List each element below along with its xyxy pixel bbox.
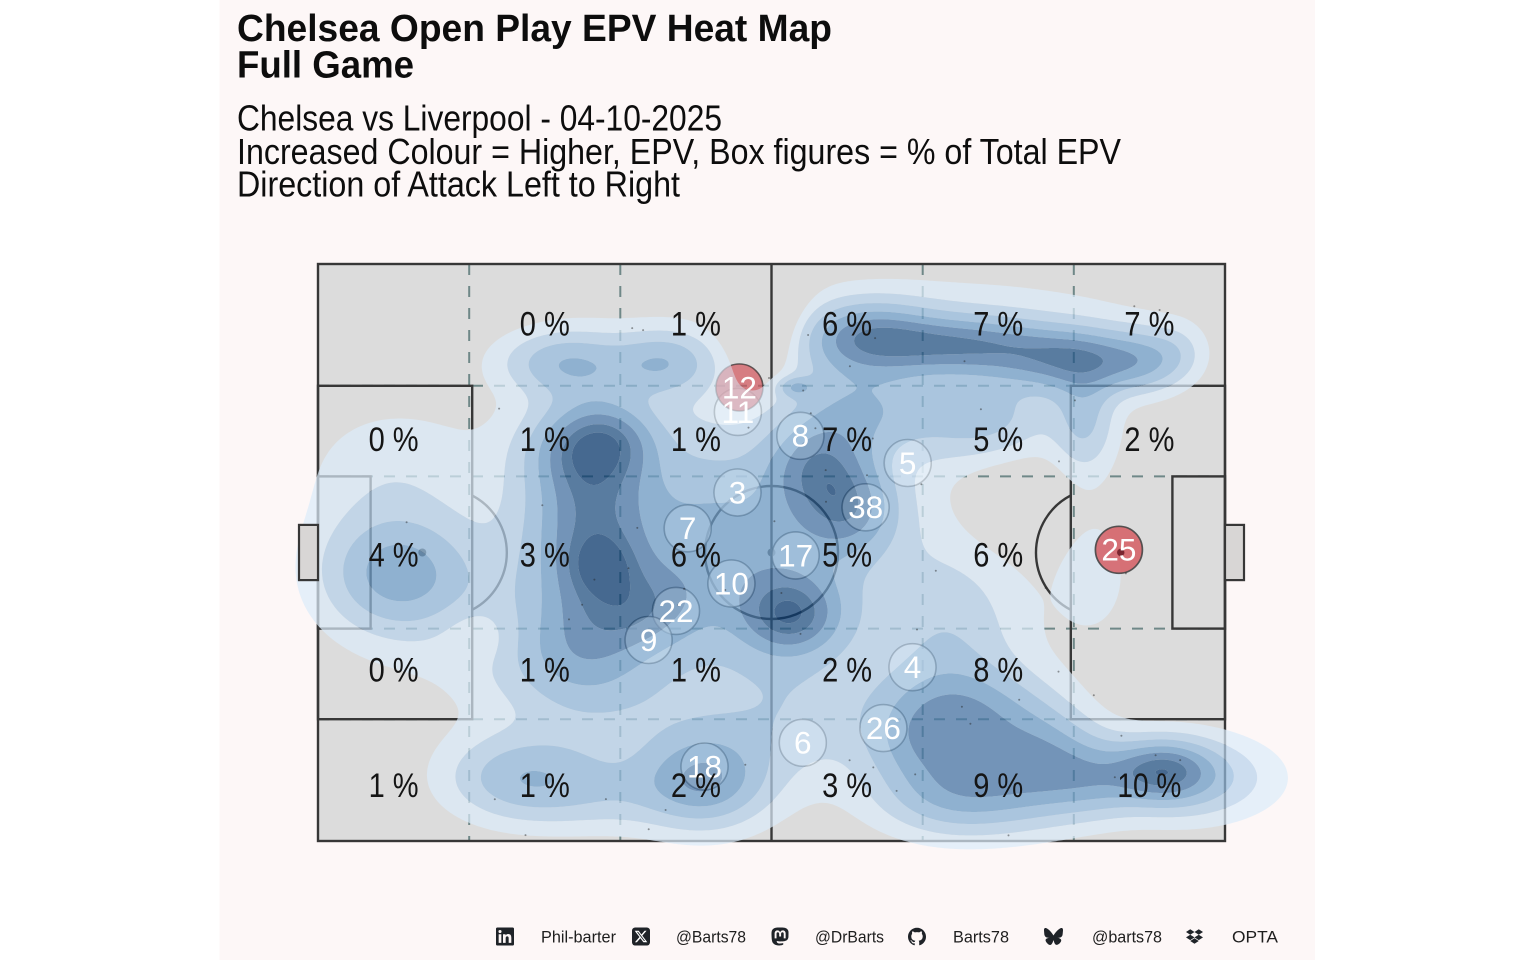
svg-text:9 %: 9 % — [973, 767, 1023, 805]
svg-text:3 %: 3 % — [520, 536, 570, 574]
svg-text:3 %: 3 % — [822, 767, 872, 805]
svg-text:2 %: 2 % — [1124, 421, 1174, 459]
svg-text:18: 18 — [687, 748, 722, 784]
svg-text:26: 26 — [866, 710, 901, 746]
svg-text:1 %: 1 % — [671, 421, 721, 459]
svg-text:2 %: 2 % — [671, 767, 721, 805]
svg-text:9: 9 — [640, 622, 658, 658]
svg-text:25: 25 — [1101, 532, 1136, 568]
svg-text:6 %: 6 % — [671, 536, 721, 574]
svg-text:0 %: 0 % — [369, 652, 419, 690]
svg-text:@DrBarts: @DrBarts — [815, 928, 884, 946]
svg-text:6 %: 6 % — [822, 306, 872, 344]
svg-text:10: 10 — [714, 565, 749, 601]
svg-text:6 %: 6 % — [973, 536, 1023, 574]
svg-text:Chelsea Open Play EPV Heat Map: Chelsea Open Play EPV Heat Map — [237, 8, 832, 50]
svg-text:6: 6 — [794, 725, 812, 761]
svg-text:4: 4 — [904, 649, 922, 685]
svg-text:4 %: 4 % — [369, 536, 419, 574]
svg-text:0 %: 0 % — [520, 306, 570, 344]
svg-text:7: 7 — [679, 510, 697, 546]
svg-text:1 %: 1 % — [671, 306, 721, 344]
svg-text:8 %: 8 % — [973, 652, 1023, 690]
svg-text:7 %: 7 % — [1124, 306, 1174, 344]
svg-text:Phil-barter: Phil-barter — [541, 928, 616, 946]
svg-text:Increased Colour = Higher, EPV: Increased Colour = Higher, EPV, Box figu… — [237, 131, 1122, 172]
svg-text:12: 12 — [722, 369, 757, 405]
svg-text:2 %: 2 % — [822, 652, 872, 690]
svg-text:22: 22 — [658, 593, 693, 629]
svg-text:@barts78: @barts78 — [1092, 928, 1162, 946]
svg-text:7 %: 7 % — [973, 306, 1023, 344]
svg-text:17: 17 — [778, 537, 813, 573]
svg-text:Direction of Attack Left to Ri: Direction of Attack Left to Right — [237, 164, 680, 205]
svg-text:5 %: 5 % — [973, 421, 1023, 459]
svg-text:Full Game: Full Game — [237, 45, 414, 87]
svg-text:1 %: 1 % — [520, 652, 570, 690]
svg-text:38: 38 — [848, 489, 883, 525]
svg-text:Chelsea vs Liverpool - 04-10-2: Chelsea vs Liverpool - 04-10-2025 — [237, 97, 722, 138]
svg-text:11: 11 — [722, 394, 755, 430]
svg-text:OPTA: OPTA — [1232, 928, 1278, 946]
svg-text:5 %: 5 % — [822, 536, 872, 574]
svg-text:@Barts78: @Barts78 — [676, 928, 746, 946]
svg-text:3: 3 — [729, 474, 747, 510]
svg-text:8: 8 — [792, 418, 810, 454]
svg-text:7 %: 7 % — [822, 421, 872, 459]
svg-text:1 %: 1 % — [369, 767, 419, 805]
svg-text:Barts78: Barts78 — [953, 928, 1009, 946]
svg-text:5: 5 — [899, 445, 917, 481]
svg-text:10 %: 10 % — [1117, 767, 1181, 805]
svg-text:1 %: 1 % — [671, 652, 721, 690]
svg-text:1 %: 1 % — [520, 767, 570, 805]
svg-text:1 %: 1 % — [520, 421, 570, 459]
svg-text:0 %: 0 % — [369, 421, 419, 459]
